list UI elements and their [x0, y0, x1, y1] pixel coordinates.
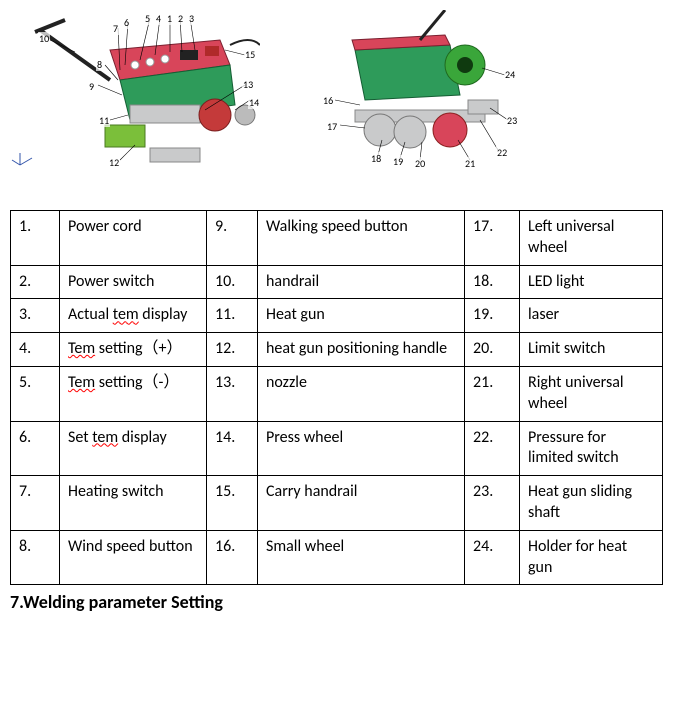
table-row: 8.Wind speed button16.Small wheel24.Hold…: [11, 530, 663, 585]
callout-23: 23: [506, 114, 518, 127]
part-number: 16.: [207, 530, 258, 585]
callout-22: 22: [496, 146, 508, 159]
part-name: Carry handrail: [258, 476, 465, 531]
callout-11: 11: [98, 114, 110, 127]
callout-4: 4: [155, 12, 162, 25]
part-number: 9.: [207, 211, 258, 266]
part-name: Holder for heat gun: [520, 530, 663, 585]
callout-18: 18: [370, 152, 382, 165]
table-row: 5.Tem setting（-）13.nozzle21.Right univer…: [11, 366, 663, 421]
callout-17: 17: [326, 120, 338, 133]
part-name: Actual tem display: [60, 299, 207, 333]
part-name: Limit switch: [520, 333, 663, 367]
part-number: 13.: [207, 366, 258, 421]
part-number: 20.: [465, 333, 520, 367]
part-name: handrail: [258, 265, 465, 299]
part-name: Right universal wheel: [520, 366, 663, 421]
part-name: Left universal wheel: [520, 211, 663, 266]
callout-20: 20: [414, 157, 426, 170]
part-name: Wind speed button: [60, 530, 207, 585]
part-number: 18.: [465, 265, 520, 299]
part-number: 7.: [11, 476, 60, 531]
part-number: 10.: [207, 265, 258, 299]
callout-9: 9: [88, 80, 95, 93]
callout-6: 6: [123, 16, 130, 29]
part-name: Small wheel: [258, 530, 465, 585]
part-name: heat gun positioning handle: [258, 333, 465, 367]
part-number: 21.: [465, 366, 520, 421]
part-name: Tem setting（+）: [60, 333, 207, 367]
product-images-row: 1 2 3 4 5 6 7 8 9 10 11 12 13 14 15: [10, 10, 663, 170]
part-number: 15.: [207, 476, 258, 531]
section-heading: 7.Welding parameter Setting: [10, 591, 663, 613]
part-number: 8.: [11, 530, 60, 585]
part-number: 2.: [11, 265, 60, 299]
part-number: 12.: [207, 333, 258, 367]
part-number: 1.: [11, 211, 60, 266]
table-row: 7.Heating switch15.Carry handrail23.Heat…: [11, 476, 663, 531]
table-row: 3.Actual tem display11.Heat gun19.laser: [11, 299, 663, 333]
part-name: Set tem display: [60, 421, 207, 476]
part-number: 14.: [207, 421, 258, 476]
part-number: 6.: [11, 421, 60, 476]
part-number: 5.: [11, 366, 60, 421]
part-number: 11.: [207, 299, 258, 333]
part-name: Walking speed button: [258, 211, 465, 266]
part-number: 19.: [465, 299, 520, 333]
callout-2: 2: [177, 12, 184, 25]
callout-1: 1: [166, 12, 173, 25]
callout-19: 19: [392, 155, 404, 168]
part-name: Power cord: [60, 211, 207, 266]
callout-13: 13: [242, 78, 254, 91]
callout-24: 24: [504, 68, 516, 81]
part-name: Press wheel: [258, 421, 465, 476]
table-row: 4.Tem setting（+）12.heat gun positioning …: [11, 333, 663, 367]
part-number: 4.: [11, 333, 60, 367]
callout-15: 15: [244, 48, 256, 61]
part-name: Heat gun sliding shaft: [520, 476, 663, 531]
part-number: 23.: [465, 476, 520, 531]
callout-21: 21: [464, 157, 476, 170]
part-number: 22.: [465, 421, 520, 476]
table-row: 2.Power switch10.handrail18.LED light: [11, 265, 663, 299]
part-name: Heat gun: [258, 299, 465, 333]
part-number: 3.: [11, 299, 60, 333]
callout-5: 5: [144, 12, 151, 25]
table-row: 1.Power cord9.Walking speed button17.Lef…: [11, 211, 663, 266]
callout-10: 10: [38, 32, 50, 45]
product-image-left: 1 2 3 4 5 6 7 8 9 10 11 12 13 14 15: [10, 10, 260, 170]
part-name: nozzle: [258, 366, 465, 421]
callout-12: 12: [108, 156, 120, 169]
part-name: Heating switch: [60, 476, 207, 531]
part-name: LED light: [520, 265, 663, 299]
callout-8: 8: [96, 58, 103, 71]
part-name: Power switch: [60, 265, 207, 299]
part-number: 17.: [465, 211, 520, 266]
table-row: 6.Set tem display14.Press wheel22.Pressu…: [11, 421, 663, 476]
product-image-right: 16 17 18 19 20 21 22 23 24: [300, 10, 530, 170]
part-name: Pressure for limited switch: [520, 421, 663, 476]
callout-7: 7: [112, 22, 119, 35]
part-name: laser: [520, 299, 663, 333]
callout-16: 16: [322, 94, 334, 107]
part-number: 24.: [465, 530, 520, 585]
callout-3: 3: [188, 12, 195, 25]
callout-14: 14: [248, 96, 260, 109]
part-name: Tem setting（-）: [60, 366, 207, 421]
parts-table: 1.Power cord9.Walking speed button17.Lef…: [10, 210, 663, 585]
